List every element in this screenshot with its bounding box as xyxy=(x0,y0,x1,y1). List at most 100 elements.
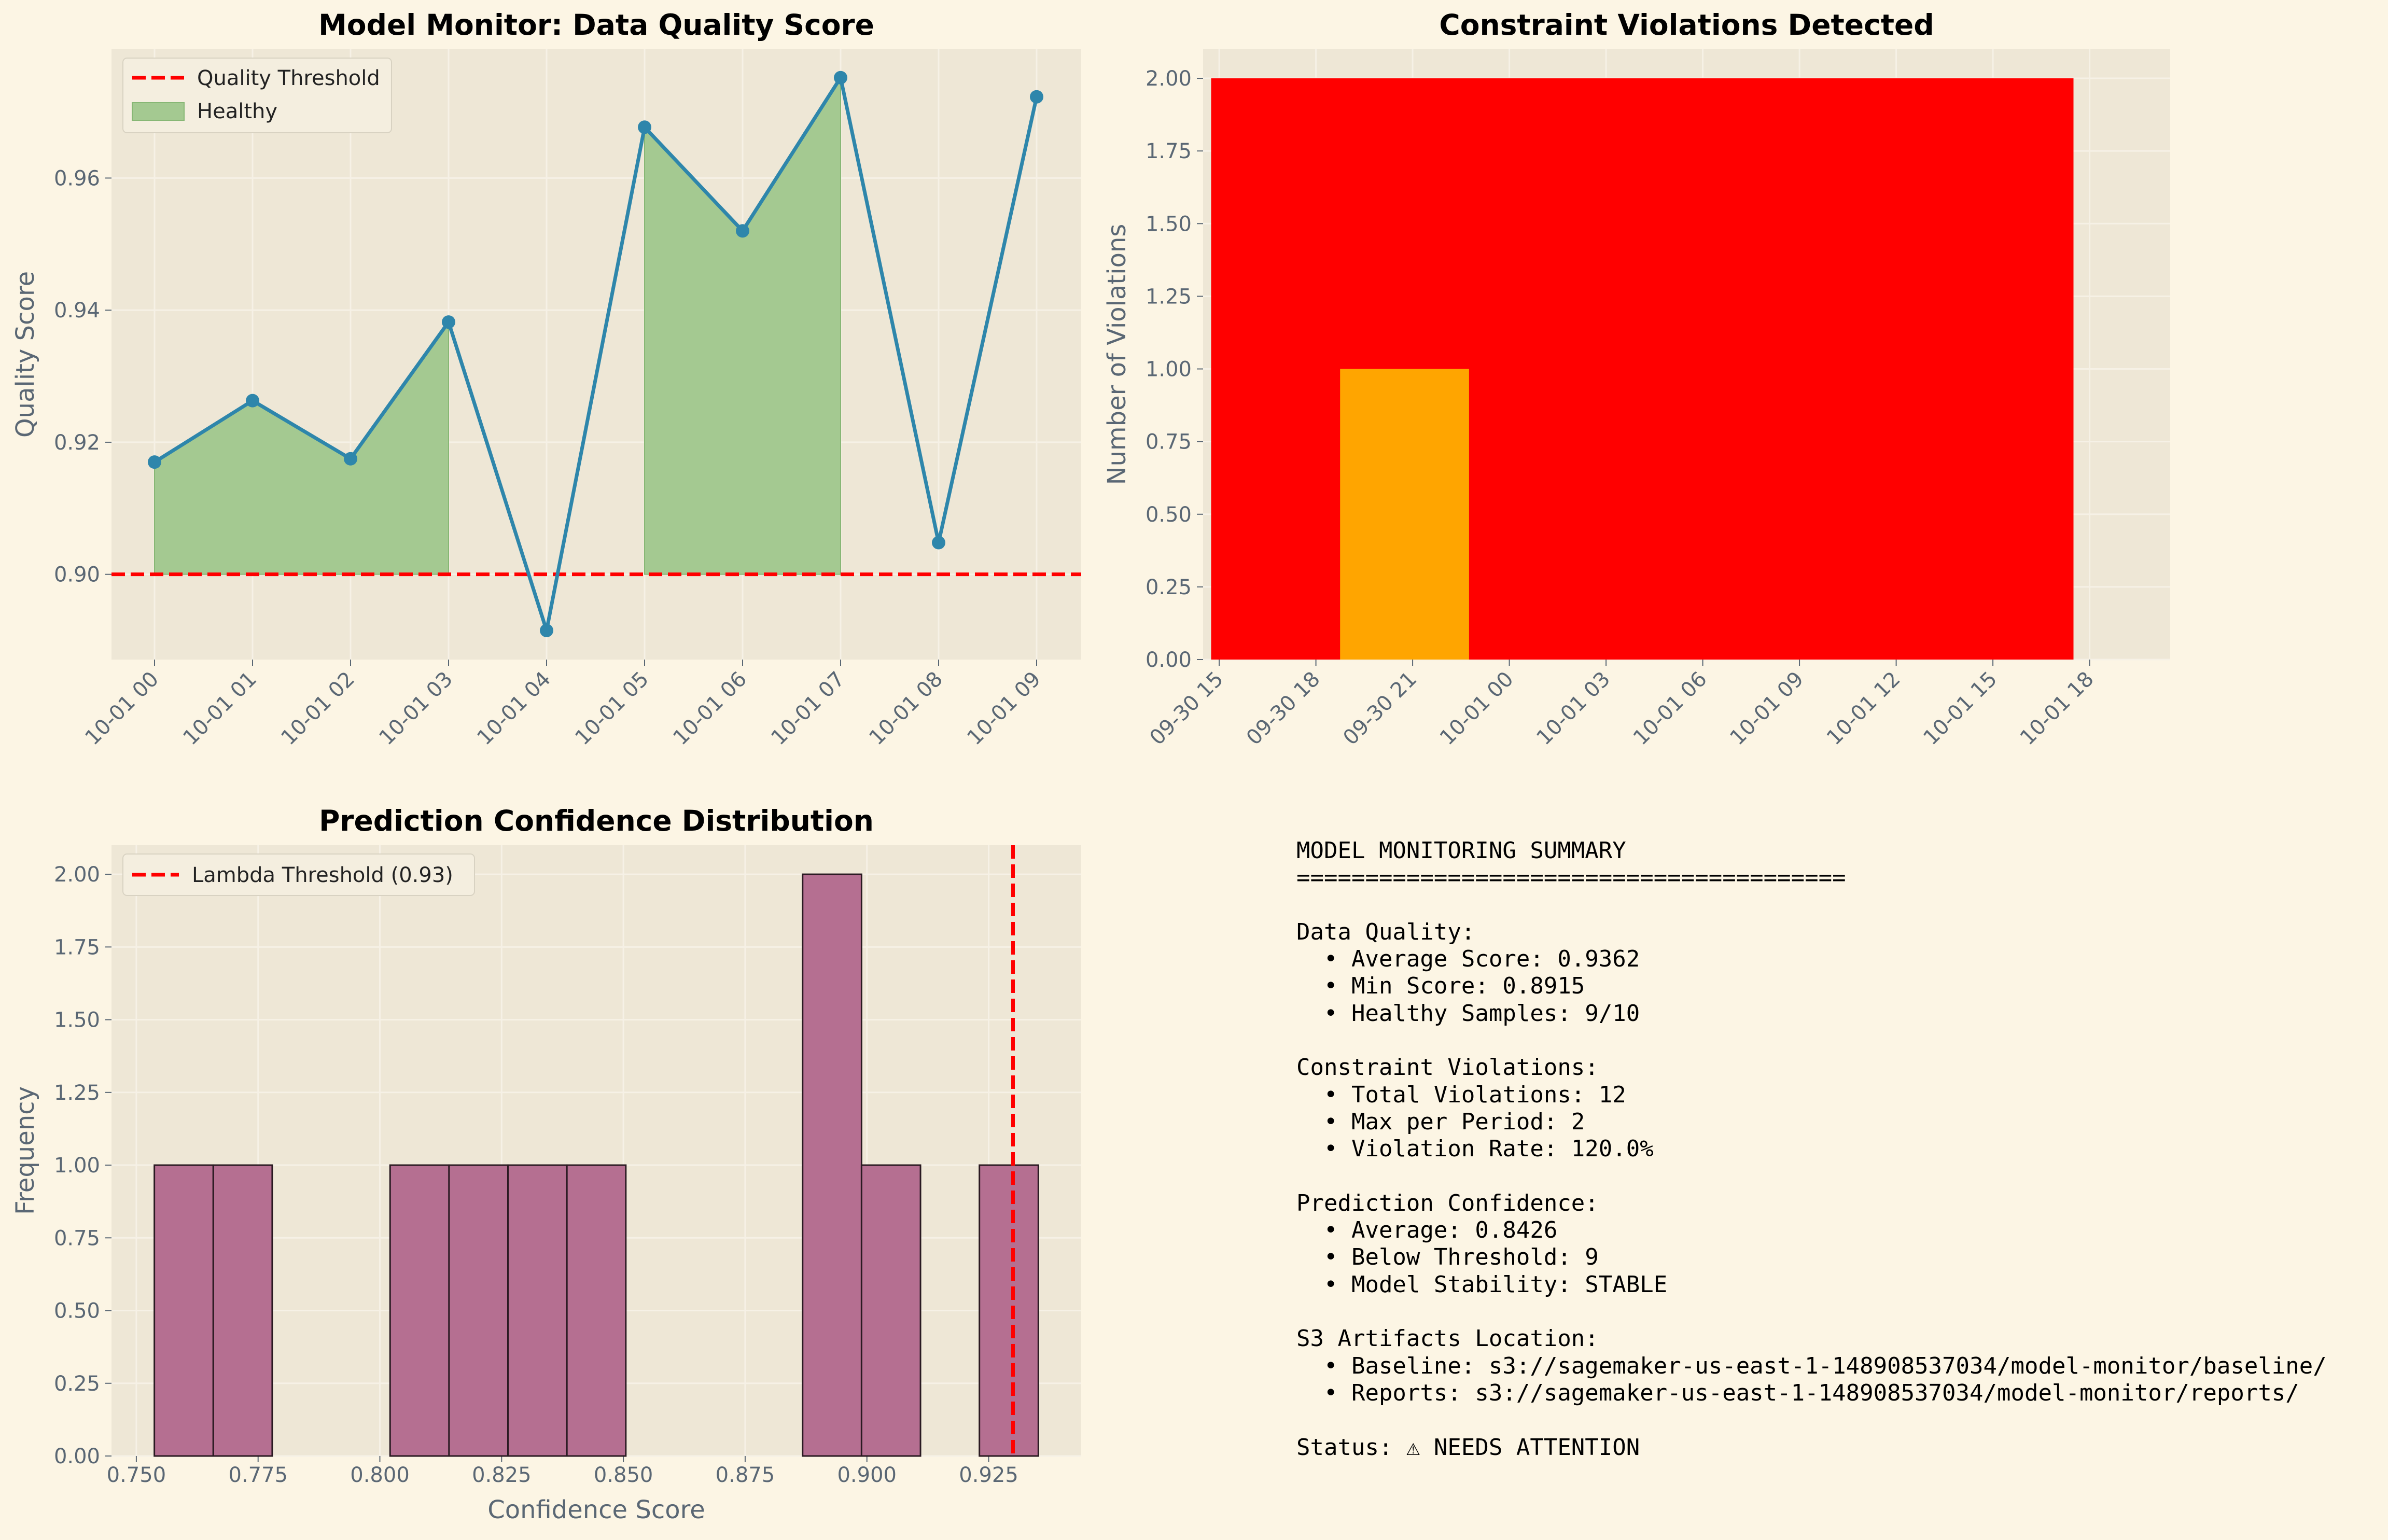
y-tick-label: 1.00 xyxy=(54,1154,100,1178)
quality-point xyxy=(344,452,357,466)
summary-line: Prediction Confidence: xyxy=(1296,1189,1599,1216)
x-tick-label: 10-01 15 xyxy=(1919,667,2002,750)
y-tick-label: 0.50 xyxy=(54,1299,100,1323)
legend: Lambda Threshold (0.93) xyxy=(122,853,475,896)
y-tick-label: 0.25 xyxy=(54,1372,100,1396)
monitoring-summary: MODEL MONITORING SUMMARY ================… xyxy=(1296,837,2327,1461)
x-axis-label: Confidence Score xyxy=(487,1495,705,1524)
y-axis-label: Frequency xyxy=(11,1086,40,1215)
x-tick-label: 0.800 xyxy=(350,1463,410,1487)
violations-chart: 0.00 0.25 0.50 0.75 1.00 1.25 1.50 1.75 2.00 09-3… xyxy=(1102,8,2170,750)
y-tick-label: 1.50 xyxy=(54,1009,100,1032)
x-tick-label: 10-01 09 xyxy=(1725,667,1808,750)
legend-box xyxy=(122,58,392,133)
histogram-bar xyxy=(507,1164,568,1457)
summary-line: Status: ⚠ NEEDS ATTENTION xyxy=(1296,1434,1640,1461)
y-tick-label: 0.75 xyxy=(54,1226,100,1250)
y-tick-label: 0.94 xyxy=(54,299,100,323)
y-tick-label: 1.50 xyxy=(1146,212,1192,236)
quality-point xyxy=(834,71,847,85)
y-tick-label: 0.90 xyxy=(54,563,100,587)
y-tick-label: 0.50 xyxy=(1146,503,1192,527)
y-tick-label: 2.00 xyxy=(54,863,100,887)
y-tick-label: 0.96 xyxy=(54,166,100,190)
y-axis-label: Quality Score xyxy=(11,271,40,438)
summary-line: • Total Violations: 12 xyxy=(1296,1081,1626,1108)
x-tick-label: 10-01 08 xyxy=(864,667,947,750)
confidence-chart: 0.00 0.25 0.50 0.75 1.00 1.25 1.50 1.75 2.00 0.75… xyxy=(11,804,1081,1524)
x-tick-label: 09-30 21 xyxy=(1338,667,1421,750)
chart-title: Constraint Violations Detected xyxy=(1439,8,1934,41)
histogram-bar xyxy=(860,1164,921,1457)
quality-point xyxy=(932,536,945,550)
summary-line: Data Quality: xyxy=(1296,918,1475,945)
y-tick-label: 1.00 xyxy=(1146,358,1192,382)
y-tick-label: 0.25 xyxy=(1146,576,1192,599)
summary-line: • Average Score: 0.9362 xyxy=(1296,946,1640,973)
histogram-bar xyxy=(566,1164,627,1457)
legend: Quality Threshold Healthy xyxy=(122,58,392,133)
x-tick-label: 09-30 18 xyxy=(1242,667,1325,750)
y-tick-label: 0.92 xyxy=(54,431,100,455)
quality-point xyxy=(736,224,749,238)
chart-title: Prediction Confidence Distribution xyxy=(319,804,874,837)
chart-title: Model Monitor: Data Quality Score xyxy=(318,8,874,41)
histogram-bar xyxy=(389,1164,450,1457)
legend-label: Quality Threshold xyxy=(197,66,380,90)
violation-bar-low xyxy=(1340,369,1469,660)
x-tick-label: 10-01 07 xyxy=(766,667,849,750)
summary-line xyxy=(1296,1163,2327,1190)
summary-line: • Below Threshold: 9 xyxy=(1296,1244,1599,1271)
summary-line xyxy=(1296,1027,2327,1054)
x-tick-label: 0.750 xyxy=(107,1463,166,1487)
summary-line: • Average: 0.8426 xyxy=(1296,1217,1558,1244)
summary-line: • Model Stability: STABLE xyxy=(1296,1271,1668,1298)
x-tick-label: 09-30 15 xyxy=(1145,667,1228,750)
quality-point xyxy=(246,394,259,408)
summary-line: • Violation Rate: 120.0% xyxy=(1296,1136,1654,1163)
x-tick-label: 10-01 04 xyxy=(472,667,555,750)
quality-point xyxy=(442,315,455,329)
x-tick-label: 10-01 03 xyxy=(1532,667,1615,750)
quality-point xyxy=(1030,90,1043,104)
summary-line: Constraint Violations: xyxy=(1296,1054,1599,1081)
x-tick-label: 0.925 xyxy=(959,1463,1018,1487)
summary-line xyxy=(1296,1407,2327,1434)
x-tick-label: 0.900 xyxy=(837,1463,897,1487)
x-tick-label: 10-01 00 xyxy=(1435,667,1518,750)
quality-chart: 0.90 0.92 0.94 0.96 10-01 00 10-01 01 10-01 02… xyxy=(11,8,1081,750)
summary-line: MODEL MONITORING SUMMARY xyxy=(1296,837,1626,864)
y-tick-label: 1.75 xyxy=(54,935,100,959)
summary-line xyxy=(1296,1298,2327,1325)
x-tick-label: 10-01 12 xyxy=(1822,667,1905,750)
y-tick-label: 0.00 xyxy=(54,1445,100,1468)
legend-box xyxy=(122,853,475,896)
quality-point xyxy=(148,455,161,469)
x-tick-label: 0.875 xyxy=(716,1463,775,1487)
histogram-bar xyxy=(802,873,862,1457)
x-tick-label: 10-01 05 xyxy=(570,667,653,750)
histogram-bar xyxy=(212,1164,273,1457)
x-tick-label: 10-01 06 xyxy=(1629,667,1712,750)
x-tick-label: 10-01 06 xyxy=(668,667,751,750)
summary-line: • Baseline: s3://sagemaker-us-east-1-148… xyxy=(1296,1352,2327,1379)
x-tick-label: 10-01 00 xyxy=(80,667,163,750)
x-tick-label: 0.850 xyxy=(594,1463,653,1487)
x-tick-label: 10-01 09 xyxy=(962,667,1045,750)
summary-line xyxy=(1296,892,2327,919)
legend-label: Lambda Threshold (0.93) xyxy=(192,863,453,887)
x-tick-label: 10-01 03 xyxy=(374,667,457,750)
histogram-bar xyxy=(979,1164,1039,1457)
summary-line: • Max per Period: 2 xyxy=(1296,1108,1585,1135)
legend-healthy-swatch xyxy=(132,102,185,121)
x-tick-label: 0.775 xyxy=(228,1463,288,1487)
summary-line: ======================================== xyxy=(1296,864,1846,891)
summary-line: S3 Artifacts Location: xyxy=(1296,1325,1599,1352)
x-tick-label: 10-01 18 xyxy=(2016,667,2099,750)
legend-label: Healthy xyxy=(197,100,277,123)
x-tick-label: 10-01 01 xyxy=(178,667,261,750)
summary-line: • Min Score: 0.8915 xyxy=(1296,973,1585,1000)
summary-line: • Healthy Samples: 9/10 xyxy=(1296,1000,1640,1027)
y-axis-label: Number of Violations xyxy=(1102,224,1132,485)
